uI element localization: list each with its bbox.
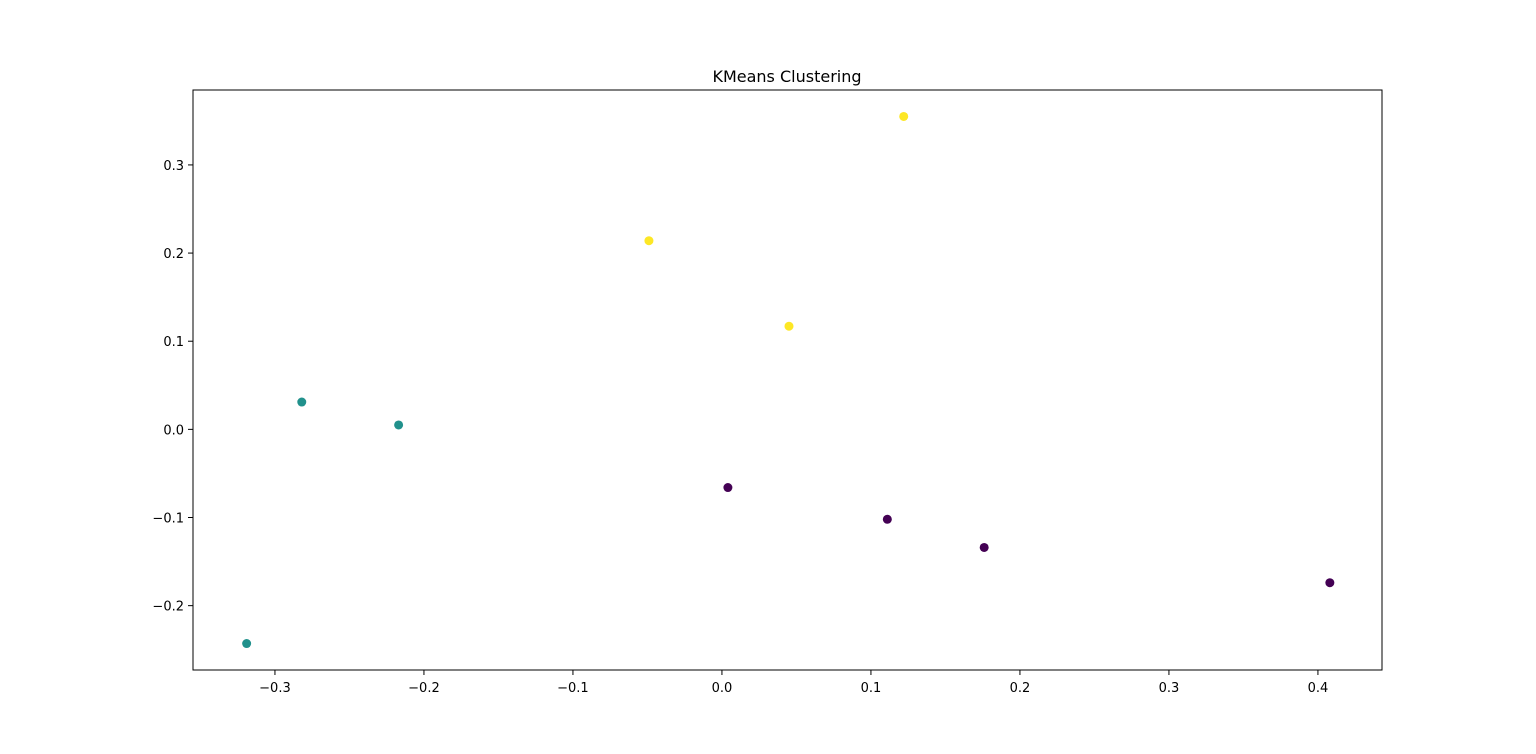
x-tick-label: 0.0 xyxy=(712,681,733,696)
data-point-0-cluster-2 xyxy=(899,111,909,121)
x-tick-label: −0.3 xyxy=(259,681,291,696)
x-tick-label: −0.2 xyxy=(408,681,440,696)
plot-frame xyxy=(192,89,1383,671)
x-axis: −0.3 −0.2 −0.1 0.0 0.1 0.2 0.3 0.4 xyxy=(259,670,1328,696)
x-tick-label: 0.2 xyxy=(1010,681,1031,696)
y-tick-label: 0.0 xyxy=(163,423,184,438)
data-point-6-cluster-0 xyxy=(723,483,733,493)
x-tick-label: −0.1 xyxy=(557,681,589,696)
data-point-3-cluster-1 xyxy=(297,397,307,407)
data-point-8-cluster-0 xyxy=(979,542,989,552)
data-point-7-cluster-0 xyxy=(882,514,892,524)
y-tick-label: −0.1 xyxy=(152,512,184,527)
y-tick-label: 0.3 xyxy=(163,159,184,174)
y-axis: −0.2 −0.1 0.0 0.1 0.2 0.3 xyxy=(152,159,193,615)
chart-title: KMeans Clustering xyxy=(712,67,861,86)
data-point-2-cluster-2 xyxy=(784,321,794,331)
x-tick-label: 0.1 xyxy=(861,681,882,696)
x-tick-label: 0.4 xyxy=(1308,681,1329,696)
x-tick-label: 0.3 xyxy=(1159,681,1180,696)
y-tick-label: 0.1 xyxy=(163,335,184,350)
plot-area xyxy=(192,89,1383,671)
data-point-9-cluster-0 xyxy=(1325,578,1335,588)
y-tick-label: 0.2 xyxy=(163,247,184,262)
points-layer xyxy=(242,111,1335,649)
data-point-4-cluster-1 xyxy=(394,420,404,430)
y-tick-label: −0.2 xyxy=(152,600,184,615)
data-point-5-cluster-1 xyxy=(242,639,252,649)
data-point-1-cluster-2 xyxy=(644,236,654,246)
